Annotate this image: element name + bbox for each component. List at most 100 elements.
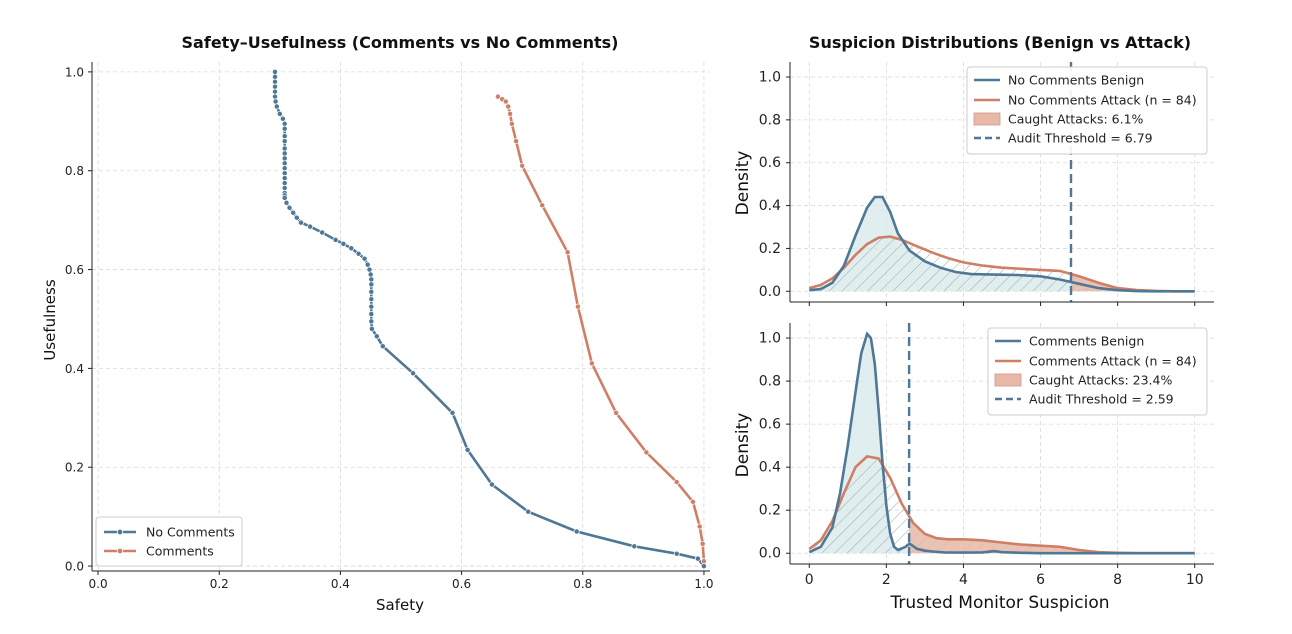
top-ytick-label-0: 0.0 — [759, 284, 781, 300]
no-comments-point-14 — [281, 145, 288, 152]
no-comments-point-16 — [281, 155, 288, 162]
left-x-axis-label: Safety — [376, 596, 424, 614]
no-comments-point-59 — [694, 555, 701, 562]
left-xtick-label-4: 0.8 — [573, 577, 592, 591]
bottom-ytick-label-0: 0.0 — [759, 546, 781, 562]
comments-point-13 — [643, 449, 650, 456]
no-comments-point-6 — [272, 98, 279, 105]
no-comments-point-48 — [368, 325, 375, 332]
no-comments-point-8 — [276, 110, 283, 117]
no-comments-point-60 — [700, 563, 707, 570]
left-ytick-label-0: 0.0 — [65, 560, 84, 574]
top-ytick-label-1: 0.2 — [759, 241, 781, 257]
left-xtick-label-5: 1.0 — [694, 577, 713, 591]
no-comments-point-9 — [279, 115, 286, 122]
no-comments-point-0 — [272, 68, 278, 75]
no-comments-point-42 — [368, 281, 375, 288]
no-comments-attack-hatch — [809, 236, 1195, 292]
bottom-y-axis-label: Density — [733, 413, 753, 478]
no-comments-point-5 — [272, 93, 278, 100]
bottom-xtick-label-0: 0 — [805, 572, 814, 588]
no-comments-point-31 — [307, 223, 314, 230]
left-ytick-label-3: 0.6 — [65, 263, 84, 277]
no-comments-point-11 — [281, 125, 288, 132]
no-comments-line — [273, 71, 705, 567]
top-ytick-label-5: 1.0 — [759, 70, 781, 86]
comments-point-8 — [539, 202, 546, 209]
bottom-legend-threshold: Audit Threshold = 2.59 — [1029, 392, 1174, 407]
comments-point-17 — [699, 540, 706, 547]
left-chart: Safety–Usefulness (Comments vs No Commen… — [41, 33, 713, 614]
top-ticks: 0.0 0.2 0.4 0.6 0.8 1.0 — [759, 70, 1196, 306]
top-legend-attack: No Comments Attack (n = 84) — [1008, 93, 1197, 108]
no-comments-point-34 — [340, 240, 347, 247]
no-comments-point-53 — [464, 446, 471, 453]
bottom-ytick-label-2: 0.4 — [759, 460, 781, 476]
left-ytick-label-5: 1.0 — [65, 65, 84, 79]
no-comments-point-39 — [366, 266, 373, 273]
left-xtick-label-1: 0.2 — [210, 577, 229, 591]
no-comments-point-2 — [272, 78, 278, 85]
no-comments-point-29 — [293, 214, 300, 221]
no-comments-point-52 — [449, 409, 456, 416]
bottom-xtick-label-3: 6 — [1036, 572, 1045, 588]
left-xtick-label-2: 0.4 — [331, 577, 350, 591]
top-legend-caught: Caught Attacks: 6.1% — [1008, 112, 1144, 127]
no-comments-point-50 — [379, 343, 386, 350]
comments-points — [494, 93, 707, 565]
top-ytick-label-2: 0.4 — [759, 198, 781, 214]
left-ticks: 0.0 0.2 0.4 0.6 0.8 1.0 0.0 0.2 0.4 0.6 0.8 1.0 — [65, 65, 714, 591]
no-comments-point-13 — [281, 138, 288, 145]
no-comments-point-7 — [273, 103, 280, 110]
no-comments-point-18 — [281, 165, 288, 172]
bottom-ytick-label-4: 0.8 — [759, 374, 781, 390]
no-comments-point-30 — [298, 219, 304, 226]
left-ytick-label-1: 0.2 — [65, 461, 84, 475]
top-ytick-label-4: 0.8 — [759, 112, 781, 128]
no-comments-point-37 — [361, 255, 368, 262]
no-comments-point-32 — [319, 229, 326, 236]
left-ytick-label-2: 0.4 — [65, 362, 84, 376]
no-comments-caught-fill — [1071, 274, 1195, 292]
top-ytick-label-3: 0.6 — [759, 155, 781, 171]
comments-caught-fill — [909, 516, 1195, 554]
left-chart-title: Safety–Usefulness (Comments vs No Commen… — [182, 33, 619, 52]
comments-point-16 — [696, 523, 703, 530]
no-comments-point-28 — [290, 209, 297, 216]
no-comments-point-21 — [281, 180, 288, 187]
left-y-axis-label: Usefulness — [41, 279, 59, 361]
bottom-legend-attack: Comments Attack (n = 84) — [1029, 354, 1197, 369]
comments-point-12 — [613, 409, 620, 416]
bottom-x-axis-label: Trusted Monitor Suspicion — [889, 593, 1109, 613]
no-comments-point-20 — [281, 175, 288, 182]
left-legend: No Comments Comments — [95, 516, 243, 567]
comments-point-14 — [673, 479, 680, 485]
top-density-chart: 0.0 0.2 0.4 0.6 0.8 1.0 Density No Comments B… — [733, 62, 1214, 306]
no-comments-point-35 — [348, 245, 355, 252]
no-comments-point-1 — [272, 73, 278, 80]
no-comments-point-33 — [332, 236, 339, 243]
bottom-legend-caught: Caught Attacks: 23.4% — [1029, 373, 1172, 388]
bottom-legend: Comments Benign Comments Attack (n = 84)… — [987, 327, 1208, 416]
comments-point-15 — [690, 498, 696, 505]
no-comments-benign-line — [809, 195, 1195, 293]
no-comments-point-54 — [488, 481, 495, 488]
bottom-legend-benign: Comments Benign — [1029, 334, 1144, 349]
no-comments-point-17 — [281, 160, 288, 167]
no-comments-point-26 — [283, 199, 290, 206]
no-comments-points — [272, 68, 707, 570]
top-legend: No Comments Benign No Comments Attack (n… — [966, 66, 1208, 155]
bottom-ytick-label-5: 1.0 — [759, 331, 781, 347]
bottom-ytick-label-1: 0.2 — [759, 503, 781, 519]
no-comments-point-43 — [368, 288, 375, 295]
left-grid — [92, 62, 710, 571]
comments-point-11 — [588, 360, 595, 367]
no-comments-point-47 — [368, 318, 375, 325]
no-comments-point-10 — [281, 120, 288, 127]
top-y-axis-label: Density — [733, 151, 753, 216]
no-comments-point-58 — [673, 550, 680, 557]
no-comments-point-19 — [281, 170, 288, 177]
comments-line — [497, 95, 706, 562]
bottom-ytick-label-3: 0.6 — [759, 417, 781, 433]
